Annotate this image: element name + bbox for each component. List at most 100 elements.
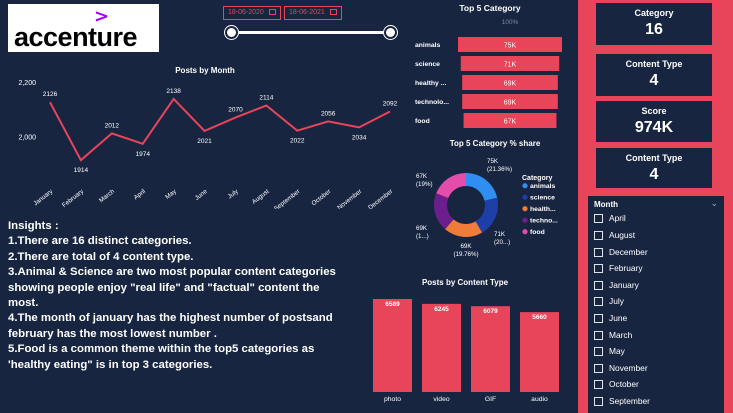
legend-swatch [522,217,528,223]
month-option-label: July [609,296,624,306]
date-slider-start-handle[interactable] [225,26,238,39]
slice-pct-label: (19.76%) [453,251,478,258]
slice-pct-label: (19%) [416,181,433,188]
slice-value-label: 69K [460,243,472,250]
y-tick-label: 2,000 [18,135,36,142]
data-label: 2022 [290,138,305,145]
checkbox[interactable] [594,346,603,356]
legend-label: techno... [530,218,558,225]
checkbox[interactable] [594,363,603,373]
x-tick-label: March [98,188,116,205]
legend-label: food [530,229,545,236]
donut-slice [475,197,498,233]
x-tick-label: August [251,188,271,206]
month-slicer-header: Month [594,200,618,209]
data-label: 2138 [166,88,181,95]
bar [422,303,461,392]
insight-5: 5.Food is a common theme within the top5… [8,343,315,371]
month-option-february[interactable]: February [594,261,643,275]
date-end-value: 18-06-2021 [289,9,325,16]
x-tick-label: November [336,188,363,209]
date-end-input[interactable]: 18-06-2021 [284,6,342,20]
kpi-value: 4 [649,166,659,183]
kpi-value: 974K [634,119,674,136]
bar [458,37,562,52]
data-label: 1974 [135,151,150,158]
checkbox[interactable] [594,296,603,306]
data-label: 2012 [105,122,120,129]
line-series [49,97,391,162]
bar [463,113,557,128]
bar [460,56,560,71]
kpi-card-content-type: Content Type 4 [596,54,712,96]
donut-slice [436,173,466,199]
month-option-november[interactable]: November [594,361,648,375]
month-option-label: October [609,379,639,389]
month-option-october[interactable]: October [594,377,639,391]
category-label: GIF [485,396,496,403]
date-slider-track[interactable] [232,31,390,34]
category-share-donut: 75K(21.36%)71K(20...)69K(19.76%)69K(1...… [416,158,558,258]
kpi-label: Content Type [625,59,683,69]
accenture-logo: > accenture [8,4,159,52]
data-label: 75K [504,43,517,50]
donut-slice [434,193,454,230]
data-label: 2092 [383,101,398,108]
data-label: 69K [504,100,517,107]
month-option-label: January [609,280,639,290]
legend-swatch [522,206,528,212]
data-label: 2070 [228,107,243,114]
checkbox[interactable] [594,313,603,323]
checkbox[interactable] [594,330,603,340]
month-option-september[interactable]: September [594,394,650,408]
donut-slice [466,173,498,201]
month-option-december[interactable]: December [594,245,648,259]
x-tick-label: December [367,188,394,209]
checkbox[interactable] [594,263,603,273]
month-option-may[interactable]: May [594,344,625,358]
slice-value-label: 75K [487,158,499,165]
legend-label: animals [530,183,556,190]
calendar-icon [268,9,276,15]
month-option-june[interactable]: June [594,311,627,325]
x-tick-label: January [32,188,55,208]
bar [520,312,559,392]
date-start-input[interactable]: 18-06-2020 [223,6,281,20]
donut-title: Top 5 Category % share [449,139,541,148]
month-option-july[interactable]: July [594,294,624,308]
data-label: 6589 [385,301,400,308]
posts-by-month-chart: 2,200 2,000 2126 January 1914 February 2012 Mar… [18,80,398,209]
chevron-down-icon[interactable]: ⌄ [710,198,718,208]
axis-label: 100% [502,19,519,26]
slice-pct-label: (21.36%) [487,166,512,173]
bar [462,75,558,90]
month-slicer: Month ⌄ April August December February J… [588,196,724,413]
checkbox[interactable] [594,379,603,389]
logo-mark: > [94,6,110,27]
checkbox[interactable] [594,213,603,223]
x-tick-label: July [227,188,241,201]
month-option-april[interactable]: April [594,211,626,225]
slice-value-label: 67K [416,173,428,180]
x-tick-label: September [273,188,302,209]
checkbox[interactable] [594,247,603,257]
checkbox[interactable] [594,280,603,290]
month-option-march[interactable]: March [594,328,632,342]
donut-slice [445,219,483,237]
month-option-august[interactable]: August [594,228,635,242]
checkbox[interactable] [594,230,603,240]
month-option-label: November [609,363,648,373]
legend-title: Category [522,175,552,182]
data-label: 5660 [532,314,547,321]
checkbox[interactable] [594,396,603,406]
insights-text: Insights : 1.There are 16 distinct categ… [8,219,348,373]
data-label: 2034 [352,134,367,141]
category-label: photo [384,396,401,403]
insight-1: 1.There are 16 distinct categories. [8,235,192,248]
top5-category-chart: 100% 75K animals 71K science 69K healthy ... 69… [415,19,562,128]
category-label: video [433,396,449,403]
legend-swatch [522,183,528,189]
kpi-label: Category [634,8,674,18]
date-slider-end-handle[interactable] [384,26,397,39]
month-option-january[interactable]: January [594,278,639,292]
